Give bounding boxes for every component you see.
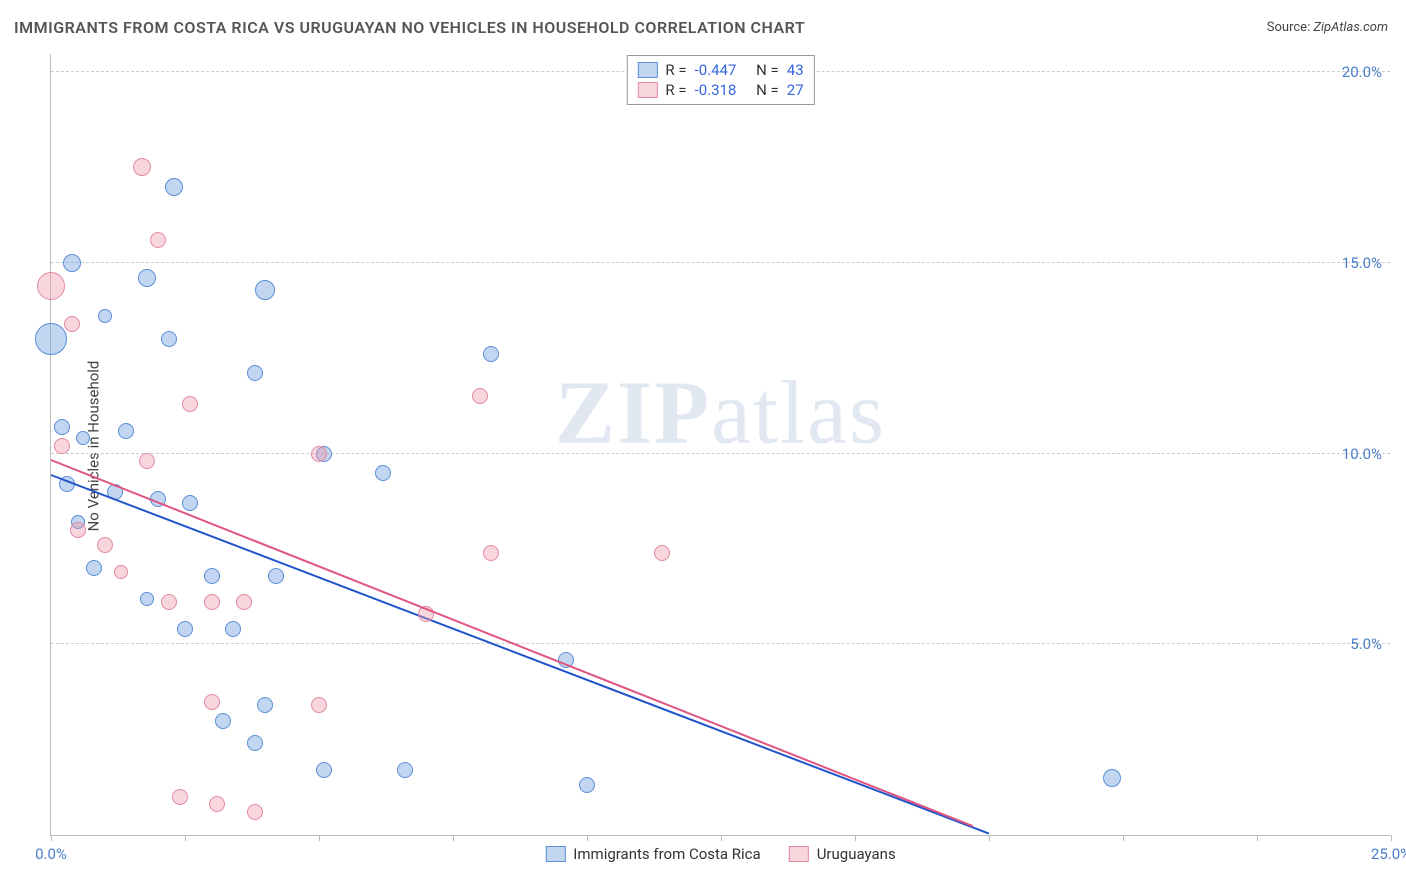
x-tick xyxy=(319,835,320,841)
source-value: ZipAtlas.com xyxy=(1313,20,1388,35)
x-tick xyxy=(587,835,588,841)
data-point xyxy=(139,453,155,469)
data-point xyxy=(311,446,327,462)
data-point xyxy=(172,789,188,805)
data-point xyxy=(215,713,231,729)
data-point xyxy=(236,594,252,610)
r-label: R = xyxy=(665,81,686,99)
chart-title: IMMIGRANTS FROM COSTA RICA VS URUGUAYAN … xyxy=(14,18,805,37)
series-swatch-icon xyxy=(545,846,565,862)
gridline xyxy=(51,453,1390,454)
x-tick xyxy=(453,835,454,841)
data-point xyxy=(247,735,263,751)
x-tick xyxy=(51,835,52,841)
data-point xyxy=(37,272,65,300)
data-point xyxy=(86,560,102,576)
x-tick xyxy=(989,835,990,841)
data-point xyxy=(76,431,90,445)
data-point xyxy=(161,594,177,610)
data-point xyxy=(150,232,166,248)
series-name: Immigrants from Costa Rica xyxy=(573,845,760,863)
n-value: 43 xyxy=(787,61,804,79)
series-swatch-icon xyxy=(637,62,657,78)
n-value: 27 xyxy=(787,81,804,99)
watermark-bold: ZIP xyxy=(555,364,711,463)
trend-line xyxy=(51,475,990,835)
legend-row: R = -0.447 N = 43 xyxy=(637,60,803,80)
data-point xyxy=(161,331,177,347)
data-point xyxy=(654,545,670,561)
data-point xyxy=(483,545,499,561)
x-tick xyxy=(1257,835,1258,841)
correlation-legend: R = -0.447 N = 43 R = -0.318 N = 27 xyxy=(626,55,814,105)
x-tick xyxy=(1123,835,1124,841)
watermark-rest: atlas xyxy=(711,364,886,463)
data-point xyxy=(316,762,332,778)
data-point xyxy=(255,280,275,300)
data-point xyxy=(247,365,263,381)
data-point xyxy=(63,254,81,272)
data-point xyxy=(97,537,113,553)
series-legend: Immigrants from Costa Rica Uruguayans xyxy=(545,845,895,863)
x-tick-label: 0.0% xyxy=(35,845,67,863)
x-tick xyxy=(855,835,856,841)
data-point xyxy=(483,346,499,362)
source-attribution: Source: ZipAtlas.com xyxy=(1267,20,1388,35)
y-tick-label: 20.0% xyxy=(1342,63,1382,81)
gridline xyxy=(51,262,1390,263)
data-point xyxy=(225,621,241,637)
series-swatch-icon xyxy=(637,82,657,98)
scatter-chart: ZIPatlas R = -0.447 N = 43 R = -0.318 N … xyxy=(50,54,1390,836)
watermark: ZIPatlas xyxy=(555,362,886,465)
data-point xyxy=(133,158,151,176)
r-value: -0.447 xyxy=(695,61,737,79)
y-tick-label: 10.0% xyxy=(1342,445,1382,463)
data-point xyxy=(247,804,263,820)
data-point xyxy=(64,316,80,332)
r-label: R = xyxy=(665,61,686,79)
legend-item: Uruguayans xyxy=(789,845,896,863)
r-value: -0.318 xyxy=(695,81,737,99)
data-point xyxy=(311,697,327,713)
data-point xyxy=(35,323,67,355)
data-point xyxy=(177,621,193,637)
x-tick xyxy=(185,835,186,841)
y-tick-label: 15.0% xyxy=(1342,254,1382,272)
data-point xyxy=(138,269,156,287)
n-label: N = xyxy=(756,61,779,79)
data-point xyxy=(54,438,70,454)
series-swatch-icon xyxy=(789,846,809,862)
gridline xyxy=(51,643,1390,644)
series-name: Uruguayans xyxy=(817,845,896,863)
legend-row: R = -0.318 N = 27 xyxy=(637,80,803,100)
x-tick-label: 25.0% xyxy=(1371,845,1406,863)
data-point xyxy=(114,565,128,579)
source-label: Source: xyxy=(1267,20,1310,35)
data-point xyxy=(1103,769,1121,787)
x-tick xyxy=(1391,835,1392,841)
data-point xyxy=(70,522,86,538)
data-point xyxy=(397,762,413,778)
data-point xyxy=(182,495,198,511)
x-tick xyxy=(721,835,722,841)
data-point xyxy=(472,388,488,404)
data-point xyxy=(182,396,198,412)
data-point xyxy=(98,309,112,323)
legend-item: Immigrants from Costa Rica xyxy=(545,845,760,863)
data-point xyxy=(268,568,284,584)
n-label: N = xyxy=(756,81,779,99)
data-point xyxy=(54,419,70,435)
data-point xyxy=(140,592,154,606)
data-point xyxy=(118,423,134,439)
data-point xyxy=(375,465,391,481)
data-point xyxy=(204,694,220,710)
data-point xyxy=(579,777,595,793)
y-tick-label: 5.0% xyxy=(1350,635,1382,653)
data-point xyxy=(257,697,273,713)
data-point xyxy=(209,796,225,812)
data-point xyxy=(165,178,183,196)
data-point xyxy=(204,594,220,610)
data-point xyxy=(204,568,220,584)
